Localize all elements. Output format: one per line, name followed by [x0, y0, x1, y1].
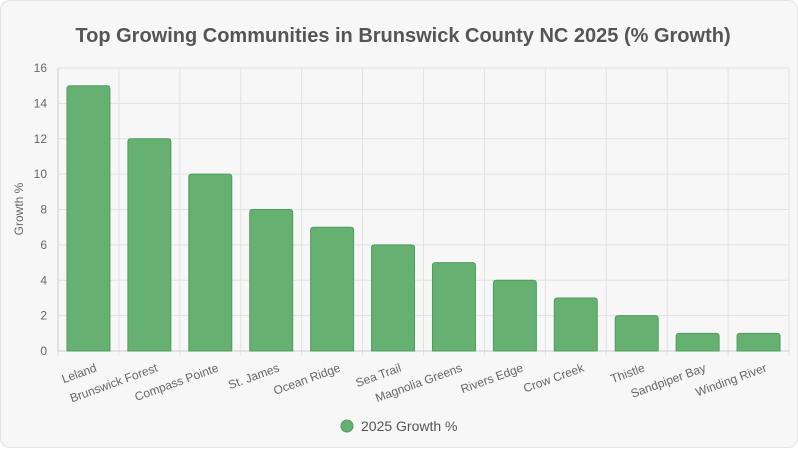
bar[interactable] — [310, 226, 355, 352]
y-axis-label: Growth % — [12, 182, 26, 235]
bar[interactable] — [492, 279, 537, 352]
x-tick-label: Ocean Ridge — [272, 361, 343, 398]
bar[interactable] — [371, 244, 416, 352]
y-tick-label: 14 — [34, 96, 48, 110]
legend[interactable]: 2025 Growth % — [340, 418, 458, 434]
bar[interactable] — [614, 315, 659, 352]
chart-title: Top Growing Communities in Brunswick Cou… — [75, 25, 730, 47]
y-tick-label: 12 — [34, 132, 48, 146]
y-tick-label: 6 — [40, 238, 47, 252]
y-tick-label: 2 — [40, 309, 47, 323]
y-tick-label: 10 — [34, 167, 48, 181]
bar[interactable] — [553, 297, 598, 352]
y-tick-label: 8 — [40, 203, 47, 217]
x-tick-label: Rivers Edge — [459, 361, 526, 397]
y-tick-label: 16 — [34, 61, 48, 75]
bar[interactable] — [127, 138, 172, 352]
y-tick-label: 0 — [40, 344, 47, 358]
y-axis-ticks: 0 2 4 6 8 10 12 14 16 — [34, 61, 48, 358]
bar[interactable] — [675, 332, 720, 352]
bar[interactable] — [66, 85, 111, 352]
bar[interactable] — [736, 332, 781, 352]
legend-label[interactable]: 2025 Growth % — [361, 418, 458, 434]
bar[interactable] — [188, 173, 233, 352]
bar[interactable] — [249, 209, 294, 352]
legend-marker[interactable] — [340, 419, 354, 433]
y-tick-label: 4 — [40, 273, 47, 287]
x-tick-label: Crow Creek — [521, 360, 586, 395]
grid-lines — [57, 67, 790, 356]
bars — [66, 85, 781, 352]
bar[interactable] — [431, 262, 476, 352]
